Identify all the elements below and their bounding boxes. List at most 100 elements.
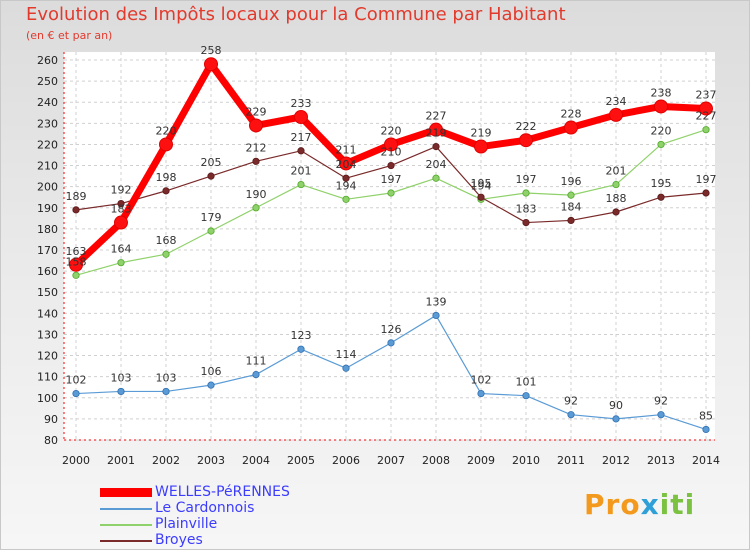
data-point-2-6	[342, 195, 350, 203]
data-point-1-4	[252, 370, 260, 379]
data-point-1-9	[477, 389, 485, 398]
data-point-0-5	[294, 110, 308, 124]
x-tick-label: 2006	[332, 454, 360, 467]
data-label-1-11: 92	[564, 395, 578, 408]
data-label-2-2: 168	[156, 234, 177, 247]
data-label-3-1: 192	[111, 184, 132, 197]
x-tick-label: 2008	[422, 454, 450, 467]
data-point-1-3	[207, 381, 215, 389]
data-point-2-4	[252, 204, 260, 212]
data-point-3-1	[117, 199, 125, 208]
data-label-3-7: 210	[381, 146, 402, 159]
chart-title: Evolution des Impôts locaux pour la Comm…	[26, 4, 566, 25]
data-label-0-8: 227	[426, 110, 447, 123]
y-tick-label: 120	[37, 350, 58, 363]
data-point-3-11	[567, 216, 575, 225]
data-point-2-3	[207, 227, 215, 235]
data-point-2-12	[612, 180, 620, 189]
data-label-2-14: 227	[696, 110, 717, 123]
data-label-1-7: 126	[381, 323, 402, 336]
data-point-0-11	[564, 120, 578, 135]
x-tick-label: 2011	[557, 454, 585, 467]
data-label-2-12: 201	[606, 165, 627, 178]
data-label-0-1: 183	[111, 203, 132, 216]
data-label-1-13: 92	[654, 395, 668, 408]
data-label-0-12: 234	[606, 95, 627, 108]
data-point-3-13	[657, 193, 665, 201]
data-point-3-3	[207, 172, 215, 180]
data-point-2-2	[162, 250, 170, 258]
data-label-0-0: 163	[66, 245, 87, 258]
data-label-2-3: 179	[201, 211, 222, 224]
legend-swatch-plainville	[100, 524, 152, 526]
data-label-3-4: 212	[246, 141, 267, 154]
y-tick-label: 80	[44, 434, 58, 447]
data-label-1-14: 85	[699, 409, 713, 422]
data-label-2-11: 196	[561, 175, 582, 188]
y-tick-label: 90	[44, 413, 58, 426]
data-label-2-5: 201	[291, 165, 312, 178]
y-tick-label: 250	[37, 75, 58, 88]
data-point-0-7	[384, 137, 398, 152]
y-tick-label: 180	[37, 223, 58, 236]
data-point-3-14	[702, 189, 710, 197]
data-label-2-13: 220	[651, 124, 672, 137]
data-label-1-1: 103	[111, 371, 132, 384]
data-point-1-1	[117, 387, 125, 396]
x-tick-label: 2003	[197, 454, 225, 467]
data-point-0-6	[339, 156, 353, 171]
data-point-1-14	[702, 425, 710, 434]
data-label-3-14: 197	[696, 173, 717, 186]
data-point-0-10	[519, 133, 533, 148]
data-point-1-7	[387, 339, 395, 347]
data-point-2-1	[117, 259, 125, 267]
x-tick-label: 2009	[467, 454, 495, 467]
data-label-1-0: 102	[66, 374, 87, 387]
data-label-3-3: 205	[201, 156, 222, 169]
legend-label-cardonnois: Le Cardonnois	[155, 500, 255, 516]
x-tick-label: 2005	[287, 454, 315, 467]
data-label-2-6: 194	[336, 179, 357, 192]
y-tick-label: 170	[37, 244, 58, 257]
data-point-1-12	[612, 415, 620, 423]
data-label-3-12: 188	[606, 192, 627, 205]
data-label-3-13: 195	[651, 177, 672, 190]
y-tick-label: 150	[37, 286, 58, 299]
data-point-2-7	[387, 189, 395, 197]
legend-label-plainville: Plainville	[155, 516, 218, 532]
y-tick-label: 210	[37, 160, 58, 173]
data-point-0-12	[609, 107, 623, 122]
data-label-0-2: 220	[156, 124, 177, 137]
data-label-0-14: 237	[696, 89, 717, 102]
y-tick-label: 260	[37, 54, 58, 67]
data-label-0-10: 222	[516, 120, 537, 133]
data-point-0-4	[249, 118, 263, 133]
data-label-1-2: 103	[156, 371, 177, 384]
data-label-0-3: 258	[201, 44, 222, 57]
data-point-0-0	[69, 257, 83, 272]
data-label-1-9: 102	[471, 374, 492, 387]
data-label-2-8: 204	[426, 158, 447, 171]
y-tick-label: 100	[37, 392, 58, 405]
data-point-2-10	[522, 189, 530, 197]
data-label-0-11: 228	[561, 108, 582, 121]
legend-label-broyes: Broyes	[155, 532, 203, 548]
data-label-2-4: 190	[246, 188, 267, 201]
data-point-2-11	[567, 191, 575, 199]
data-point-3-0	[72, 206, 80, 214]
data-label-2-7: 197	[381, 173, 402, 186]
data-point-1-11	[567, 411, 575, 419]
x-tick-label: 2013	[647, 454, 675, 467]
x-tick-label: 2004	[242, 454, 270, 467]
data-label-3-10: 183	[516, 203, 537, 216]
data-point-2-0	[72, 271, 80, 279]
data-point-3-8	[432, 142, 440, 151]
data-point-3-10	[522, 218, 530, 227]
data-point-3-4	[252, 157, 260, 165]
data-label-2-0: 158	[66, 255, 87, 268]
data-point-0-14	[699, 101, 713, 116]
data-label-1-8: 139	[426, 295, 447, 308]
data-label-3-8: 219	[426, 127, 447, 140]
y-tick-label: 220	[37, 138, 58, 151]
